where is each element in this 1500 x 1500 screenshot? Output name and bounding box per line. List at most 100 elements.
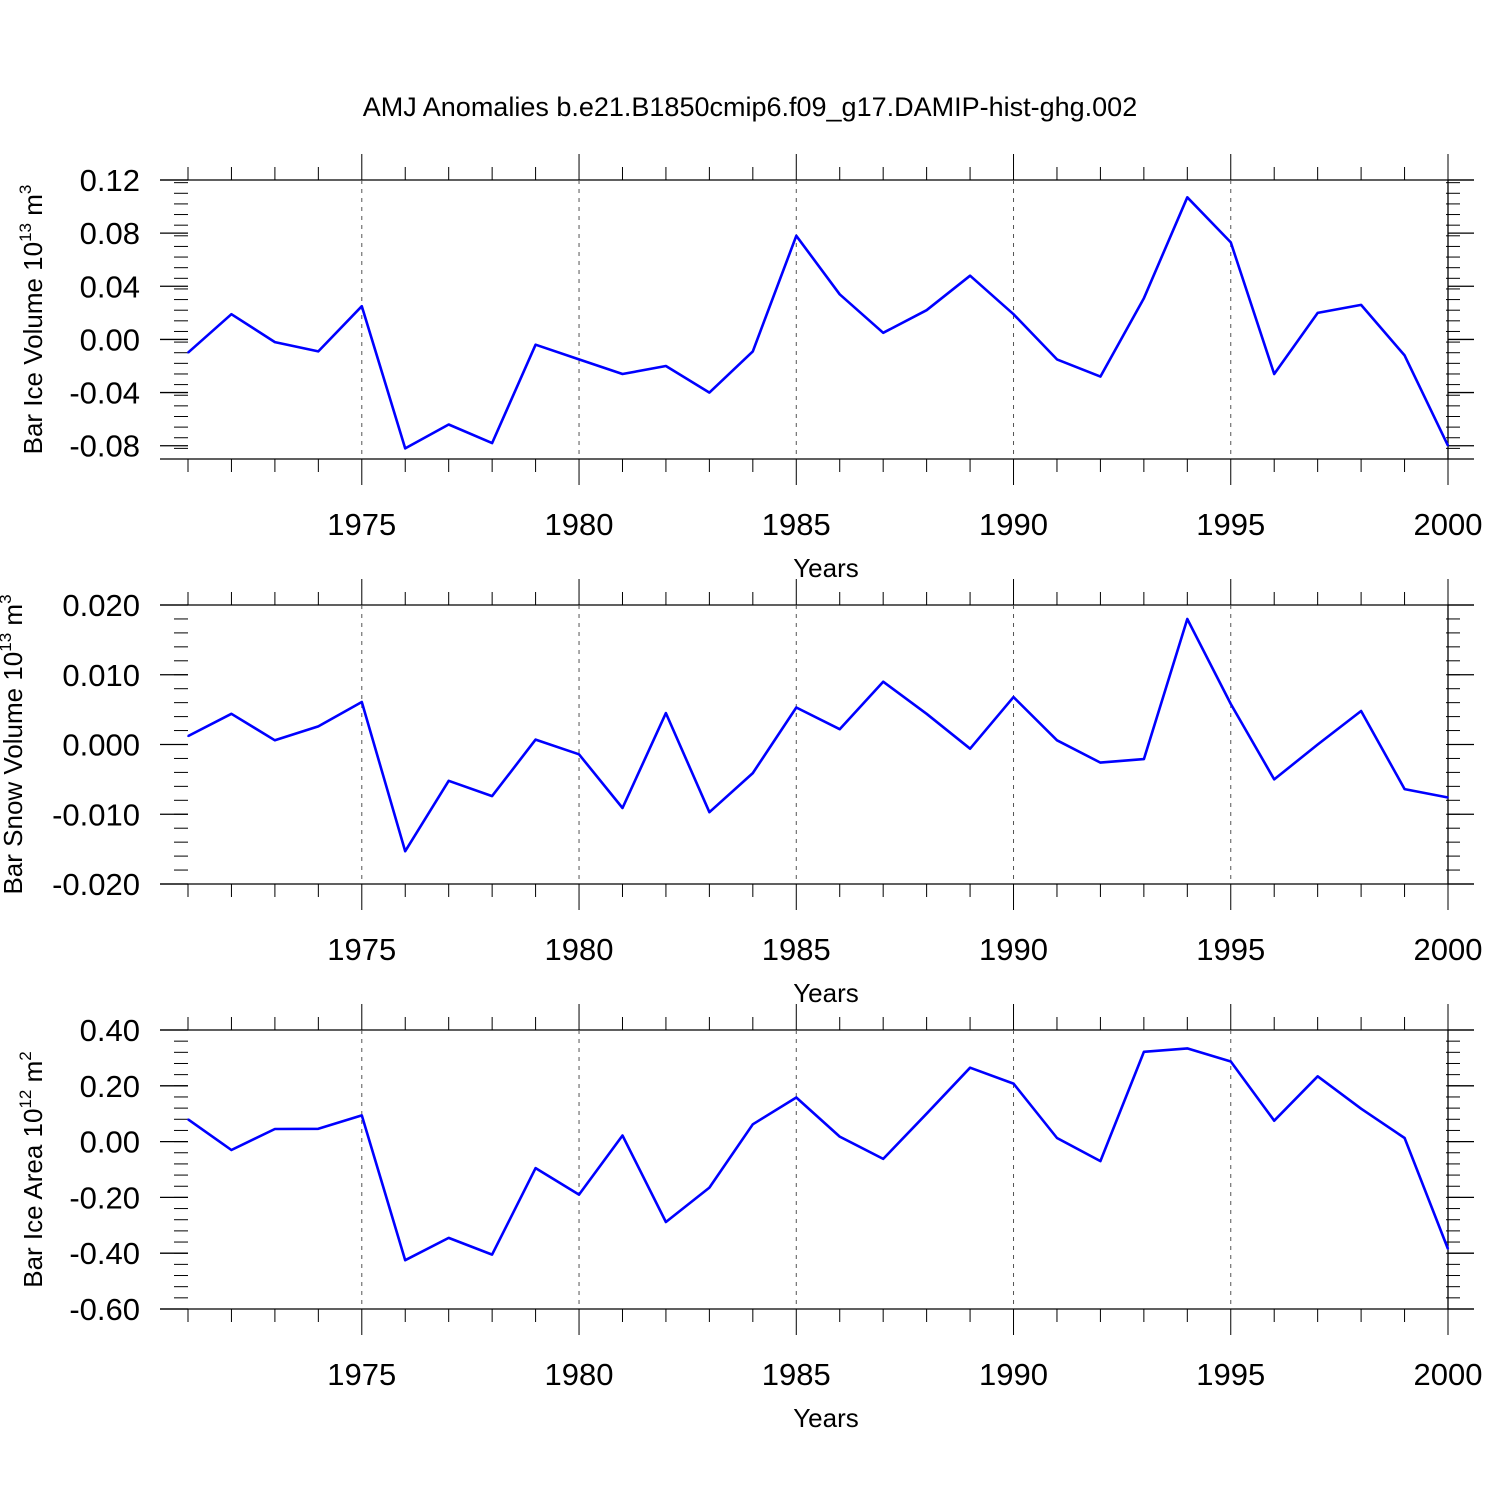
data-point	[621, 1134, 624, 1137]
data-point	[708, 1186, 711, 1189]
data-point	[1273, 373, 1276, 375]
data-point	[752, 1123, 754, 1126]
chart-panel-1: 1975 1980 1985 1990 1995 2000 Years 0.12 0.08 0.0…	[16, 154, 1482, 583]
data-point	[1099, 375, 1102, 378]
data-point	[665, 365, 667, 367]
data-point	[969, 1066, 971, 1069]
series-line	[187, 1047, 1450, 1262]
data-point	[230, 713, 233, 715]
y-tick-label: 0.08	[80, 216, 140, 251]
y-tick-label: 0.40	[80, 1013, 140, 1048]
data-point	[752, 772, 754, 774]
data-point	[534, 738, 537, 741]
data-point	[534, 343, 537, 346]
x-axis-title: Years	[793, 553, 859, 583]
data-point	[1403, 1137, 1406, 1139]
data-point	[925, 1112, 928, 1115]
data-point	[1403, 788, 1406, 790]
data-point	[1316, 743, 1319, 746]
data-point	[534, 1167, 537, 1169]
data-point	[1143, 297, 1145, 300]
y-tick-label: -0.020	[52, 867, 140, 902]
series-line	[187, 617, 1449, 853]
data-point	[1143, 758, 1145, 760]
x-tick-label: 1975	[327, 932, 396, 967]
x-tick-label: 2000	[1414, 932, 1483, 967]
data-point	[491, 795, 493, 797]
data-point	[1186, 196, 1189, 199]
y-tick-label: 0.00	[80, 1125, 140, 1160]
x-tick-label: 1995	[1196, 507, 1265, 542]
data-point	[447, 423, 450, 426]
data-point	[621, 807, 624, 809]
y-tick-label: 0.04	[80, 269, 140, 304]
data-point	[969, 274, 971, 277]
data-point	[187, 735, 189, 737]
x-tick-label: 1995	[1196, 1357, 1265, 1392]
x-tick-label: 1990	[979, 1357, 1048, 1392]
x-axis-title: Years	[793, 978, 859, 1008]
data-point	[1273, 1119, 1276, 1122]
data-point	[925, 309, 928, 312]
y-tick-label: 0.00	[80, 322, 140, 357]
data-point	[795, 1096, 798, 1099]
data-point	[1447, 796, 1449, 799]
data-point	[1316, 312, 1319, 314]
data-point	[578, 1193, 580, 1196]
data-point	[1316, 1075, 1319, 1078]
y-axis-title: Bar Ice Area 1012 m2	[16, 1051, 48, 1288]
data-point	[1360, 710, 1362, 712]
y-tick-label: -0.010	[52, 797, 140, 832]
x-tick-label: 1985	[762, 507, 831, 542]
series-line	[187, 196, 1450, 450]
data-point	[230, 1149, 233, 1151]
y-tick-label: 0.020	[62, 588, 140, 623]
y-tick-label: -0.04	[69, 376, 140, 411]
data-point	[360, 305, 363, 308]
x-tick-label: 1995	[1196, 932, 1265, 967]
data-point	[317, 1127, 320, 1130]
y-tick-label: -0.20	[69, 1180, 140, 1215]
data-point	[1056, 1137, 1058, 1139]
data-point	[1012, 696, 1015, 698]
data-point	[621, 373, 624, 375]
data-point	[274, 739, 276, 742]
y-tick-label: -0.40	[69, 1236, 140, 1271]
data-point	[838, 293, 841, 296]
data-point	[795, 235, 798, 237]
data-point	[838, 1135, 841, 1138]
data-point	[187, 351, 189, 354]
data-point	[360, 1114, 363, 1117]
x-tick-label: 2000	[1414, 1357, 1483, 1392]
x-tick-label: 1980	[545, 1357, 614, 1392]
x-tick-label: 1980	[545, 507, 614, 542]
data-point	[404, 1259, 407, 1261]
x-tick-label: 1990	[979, 932, 1048, 967]
data-point	[1012, 1082, 1015, 1085]
data-point	[274, 1128, 276, 1130]
data-point	[1403, 354, 1406, 357]
y-tick-label: 0.20	[80, 1069, 140, 1104]
data-point	[708, 811, 711, 813]
y-tick-label: -0.60	[69, 1292, 140, 1327]
data-point	[882, 1158, 884, 1160]
data-point	[1099, 761, 1102, 764]
data-point	[1012, 313, 1015, 315]
chart-panel-3: 1975 1980 1985 1990 1995 2000 Years 0.40 0.20 0.0…	[16, 1004, 1482, 1433]
data-point	[447, 779, 450, 782]
data-point	[1229, 241, 1232, 244]
data-point	[752, 350, 754, 353]
x-axis-title: Years	[793, 1403, 859, 1433]
data-point	[708, 391, 711, 394]
data-point	[795, 706, 798, 709]
data-point	[969, 747, 971, 750]
data-point	[1229, 703, 1232, 705]
chart-title: AMJ Anomalies b.e21.B1850cmip6.f09_g17.D…	[363, 92, 1137, 122]
data-point	[447, 1237, 450, 1239]
data-point	[1447, 444, 1449, 447]
y-tick-label: 0.12	[80, 163, 140, 198]
data-point	[665, 712, 667, 714]
y-tick-label: 0.010	[62, 658, 140, 693]
data-point	[665, 1221, 667, 1223]
x-tick-label: 1975	[327, 1357, 396, 1392]
